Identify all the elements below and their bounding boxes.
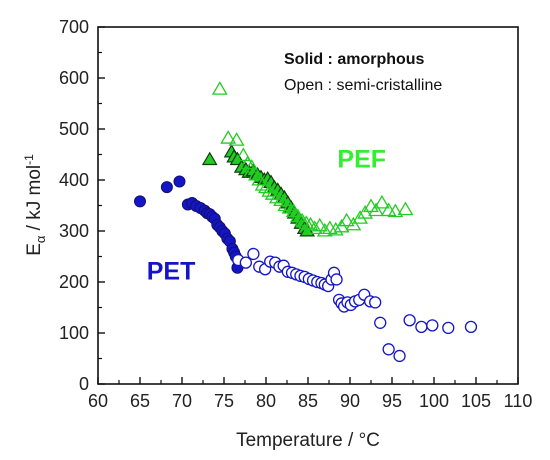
- x-tick-label: 85: [298, 391, 318, 411]
- data-point: [369, 296, 382, 309]
- axis-ticks: [97, 26, 519, 385]
- x-tick-label: 110: [504, 391, 533, 411]
- data-point: [173, 175, 186, 188]
- data-point: [442, 321, 455, 335]
- series-pet-semi-cristalline: [232, 247, 478, 363]
- data-point: [160, 181, 173, 194]
- data-point: [338, 212, 355, 227]
- data-point: [352, 210, 369, 224]
- data-point: [239, 256, 252, 269]
- data-point: [201, 151, 218, 166]
- y-tick-label: 300: [59, 221, 89, 241]
- data-point: [277, 197, 294, 212]
- data-point: [415, 320, 428, 334]
- y-axis-subscript: α: [33, 235, 48, 243]
- data-point: [228, 132, 245, 146]
- data-point: [382, 343, 395, 356]
- data-point: [316, 222, 333, 237]
- data-point: [220, 130, 237, 144]
- data-point: [403, 314, 416, 327]
- y-tick-label: 700: [59, 17, 89, 37]
- data-point: [345, 216, 362, 231]
- data-point: [373, 194, 390, 209]
- x-tick-label: 95: [382, 391, 402, 411]
- data-point: [268, 189, 285, 204]
- y-tick-label: 400: [59, 170, 89, 190]
- data-point: [243, 159, 260, 173]
- data-point: [254, 177, 271, 191]
- x-axis-title: Temperature / °C: [236, 430, 380, 451]
- y-tick-label: 600: [59, 68, 89, 88]
- data-point: [330, 273, 343, 286]
- data-point: [134, 195, 146, 208]
- series-labels: PEF PET: [147, 145, 386, 285]
- legend-note-open: Open : semi-cristalline: [284, 77, 442, 94]
- x-tick-label: 75: [214, 391, 234, 411]
- data-point: [235, 147, 252, 162]
- data-point: [261, 183, 278, 197]
- x-tick-label: 105: [461, 391, 491, 411]
- data-point: [393, 349, 406, 363]
- data-point: [426, 319, 439, 332]
- series-label-pef: PEF: [337, 145, 386, 173]
- x-tick-label: 80: [256, 391, 276, 411]
- data-points: [134, 81, 478, 363]
- data-point: [247, 247, 260, 261]
- x-tick-label: 65: [130, 391, 150, 411]
- data-point: [298, 215, 315, 229]
- series-label-pet: PET: [147, 257, 196, 285]
- data-point: [357, 205, 374, 219]
- y-axis-symbol: E: [24, 243, 45, 256]
- y-axis-superscript: -1: [22, 154, 36, 165]
- data-point: [387, 203, 404, 218]
- y-axis-title: Eα / kJ mol-1: [22, 154, 48, 256]
- x-tick-label: 90: [340, 391, 360, 411]
- y-tick-label: 100: [59, 323, 89, 343]
- data-point: [258, 179, 274, 194]
- series-pef-semi-cristalline: [211, 81, 414, 237]
- data-point: [464, 320, 478, 334]
- x-tick-label: 100: [419, 391, 449, 411]
- data-point: [311, 217, 328, 232]
- x-tick-label: 60: [88, 391, 108, 411]
- data-point: [374, 316, 387, 329]
- y-tick-label: 500: [59, 119, 89, 139]
- y-axis-unit: / kJ mol: [24, 165, 45, 236]
- legend-note-solid: Solid : amorphous: [284, 51, 425, 68]
- x-tick-label: 70: [172, 391, 192, 411]
- data-point: [294, 212, 311, 227]
- data-point: [306, 220, 323, 234]
- data-point: [397, 201, 414, 216]
- data-point: [327, 221, 344, 236]
- data-point: [211, 81, 228, 95]
- data-point: [368, 202, 384, 217]
- y-tick-label: 0: [79, 374, 89, 394]
- y-tick-label: 200: [59, 272, 89, 292]
- tick-labels: 60 65 70 75 80 85 90 95 100 105 110 0 100 200 300 400 50…: [59, 17, 532, 411]
